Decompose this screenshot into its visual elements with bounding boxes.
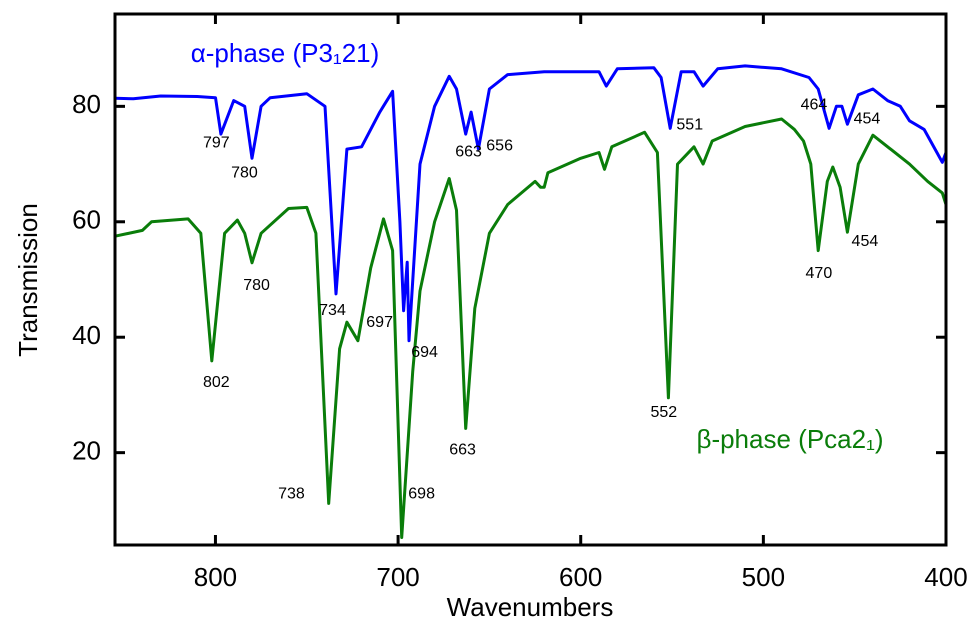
- peak-label: 797: [203, 135, 230, 152]
- series-label: β-phase (Pca2₁): [696, 424, 883, 454]
- peak-label: 694: [411, 344, 438, 361]
- y-tick-label: 40: [72, 320, 101, 350]
- peak-label: 734: [319, 302, 346, 319]
- y-tick-label: 60: [72, 205, 101, 235]
- y-axis-title: Transmission: [13, 203, 43, 357]
- peak-label: 738: [278, 485, 305, 502]
- peak-label: 780: [243, 277, 270, 294]
- peak-label: 552: [650, 404, 677, 421]
- peak-label: 464: [801, 96, 828, 113]
- series-line: [114, 64, 948, 343]
- x-tick-label: 500: [742, 562, 785, 592]
- peak-label: 656: [486, 137, 513, 154]
- peak-label: 780: [231, 165, 258, 182]
- series-label: α-phase (P3₁21): [191, 38, 380, 68]
- x-tick-label: 600: [559, 562, 602, 592]
- peak-label: 697: [366, 314, 393, 331]
- peak-label: 470: [806, 265, 833, 282]
- peak-label: 698: [408, 485, 435, 502]
- x-tick-label: 400: [924, 562, 967, 592]
- peak-label: 802: [203, 374, 230, 391]
- plot-frame: [113, 12, 948, 547]
- peak-label: 663: [449, 442, 476, 459]
- x-tick-label: 700: [376, 562, 419, 592]
- x-tick-label: 800: [194, 562, 237, 592]
- y-tick-label: 80: [72, 89, 101, 119]
- series-line: [114, 117, 948, 545]
- peak-label: 551: [676, 117, 703, 134]
- x-axis-title: Wavenumbers: [447, 592, 614, 622]
- peak-label: 663: [455, 144, 482, 161]
- y-tick-label: 20: [72, 436, 101, 466]
- peak-label: 454: [854, 110, 881, 127]
- peak-label: 454: [852, 233, 879, 250]
